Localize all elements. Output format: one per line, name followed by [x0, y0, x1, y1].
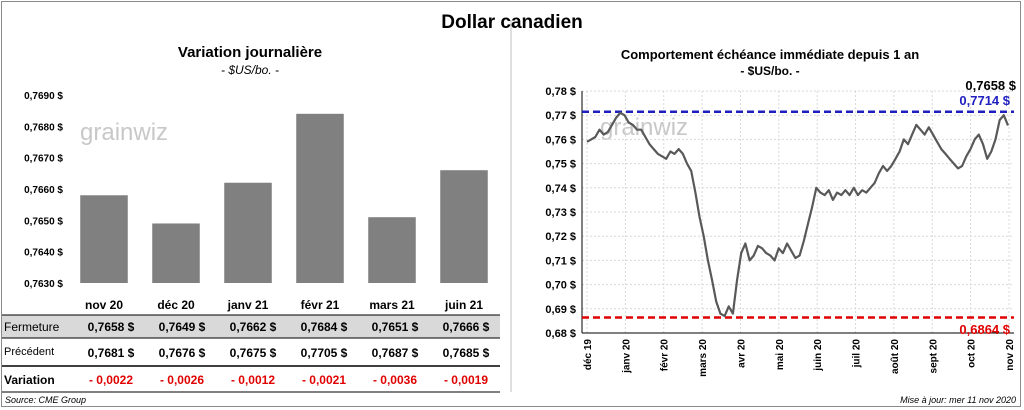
- change-row-label: Variation: [4, 373, 55, 387]
- line-x-tick-label: juin 20: [813, 339, 824, 372]
- series-line: [586, 111, 1010, 318]
- line-x-tick-label: janv 20: [621, 339, 632, 374]
- bar-y-tick-label: 0,7670 $: [24, 154, 63, 165]
- line-y-tick-label: 0,69 $: [545, 304, 576, 316]
- bar: [440, 170, 488, 283]
- line-y-tick-label: 0,68 $: [545, 328, 576, 340]
- line-y-tick-label: 0,77 $: [545, 110, 576, 122]
- bar: [224, 182, 272, 283]
- line-y-tick-label: 0,71 $: [545, 255, 576, 267]
- line-chart-title: Comportement échéance immédiate depuis 1…: [620, 47, 920, 62]
- line-y-tick-label: 0,76 $: [545, 134, 576, 146]
- previous-cell: 0,7675 $: [229, 346, 277, 360]
- line-x-tick-label: mai 20: [775, 339, 786, 371]
- close-row-background: [2, 315, 500, 338]
- bar-y-tick-label: 0,7660 $: [24, 185, 63, 196]
- previous-cell: 0,7687 $: [371, 346, 419, 360]
- close-cell: 0,7649 $: [158, 320, 206, 334]
- bar-x-tick-label: mars 21: [369, 298, 415, 312]
- change-cell: - 0,0022: [88, 373, 134, 387]
- bar: [296, 113, 344, 283]
- line-chart-subtitle: - $US/bo. -: [740, 64, 800, 78]
- previous-row-label: Précédent: [4, 346, 55, 358]
- close-cell: 0,7684 $: [300, 320, 348, 334]
- previous-cell: 0,7681 $: [87, 346, 135, 360]
- close-cell: 0,7651 $: [371, 320, 419, 334]
- change-cell: - 0,0026: [159, 373, 205, 387]
- change-cell: - 0,0036: [372, 373, 418, 387]
- bar: [368, 217, 416, 283]
- bar-x-tick-label: janv 21: [227, 298, 269, 312]
- low-value-label: 0,6864 $: [959, 322, 1010, 337]
- grainwiz-watermark-left: grainwiz: [80, 119, 168, 146]
- bar-y-tick-label: 0,7640 $: [24, 248, 63, 259]
- line-x-tick-label: sept 20: [928, 339, 939, 374]
- change-cell: - 0,0012: [230, 373, 276, 387]
- line-y-tick-label: 0,73 $: [545, 207, 576, 219]
- bar-x-tick-label: nov 20: [85, 298, 123, 312]
- bar-chart: 0,7630 $ 0,7640 $ 0,7650 $ 0,7660 $ 0,7670 $…: [24, 91, 488, 312]
- last-value-label: 0,7658 $: [965, 78, 1016, 93]
- line-x-tick-label: déc 19: [583, 339, 594, 371]
- line-y-tick-label: 0,78 $: [545, 86, 576, 98]
- bar: [80, 195, 128, 283]
- close-cell: 0,7658 $: [87, 320, 135, 334]
- line-chart: 0,68 $ 0,69 $ 0,70 $ 0,71 $ 0,72 $ 0,73 $ 0,74…: [545, 86, 1016, 377]
- change-cell: - 0,0021: [301, 373, 347, 387]
- line-x-tick-label: févr 20: [660, 339, 671, 372]
- line-y-tick-label: 0,70 $: [545, 280, 576, 292]
- bar-chart-title: Variation journalière: [177, 44, 323, 61]
- update-note: Mise à jour: mer 11 nov 2020: [900, 395, 1016, 405]
- bar-y-tick-label: 0,7680 $: [24, 122, 63, 133]
- line-x-tick-label: oct 20: [967, 339, 978, 368]
- source-note: Source: CME Group: [5, 395, 87, 405]
- page-title: Dollar canadien: [441, 12, 583, 33]
- line-x-tick-label: mars 20: [698, 339, 709, 377]
- previous-cell: 0,7705 $: [300, 346, 348, 360]
- grainwiz-watermark-right: grainwiz: [600, 114, 688, 141]
- bar-x-tick-label: juin 21: [444, 298, 483, 312]
- line-y-tick-label: 0,75 $: [545, 159, 576, 171]
- high-value-label: 0,7714 $: [959, 93, 1010, 108]
- bar-x-tick-label: févr 21: [301, 298, 340, 312]
- line-x-tick-label: août 20: [890, 339, 901, 374]
- bar-y-tick-label: 0,7690 $: [24, 91, 63, 102]
- bar-x-tick-label: déc 20: [157, 298, 195, 312]
- bar: [152, 223, 200, 283]
- line-x-tick-label: nov 20: [1005, 339, 1016, 371]
- close-cell: 0,7662 $: [229, 320, 277, 334]
- previous-cell: 0,7685 $: [442, 346, 490, 360]
- line-x-tick-label: juil 20: [852, 339, 863, 369]
- change-cell: - 0,0019: [443, 373, 489, 387]
- line-y-tick-label: 0,74 $: [545, 183, 576, 195]
- previous-cell: 0,7676 $: [158, 346, 206, 360]
- line-x-tick-label: avr 20: [736, 339, 747, 368]
- line-y-tick-label: 0,72 $: [545, 231, 576, 243]
- bar-y-tick-label: 0,7630 $: [24, 279, 63, 290]
- bar-chart-subtitle: - $US/bo. -: [220, 63, 280, 77]
- close-cell: 0,7666 $: [442, 320, 490, 334]
- bar-y-tick-label: 0,7650 $: [24, 216, 63, 227]
- close-row-label: Fermeture: [4, 320, 60, 334]
